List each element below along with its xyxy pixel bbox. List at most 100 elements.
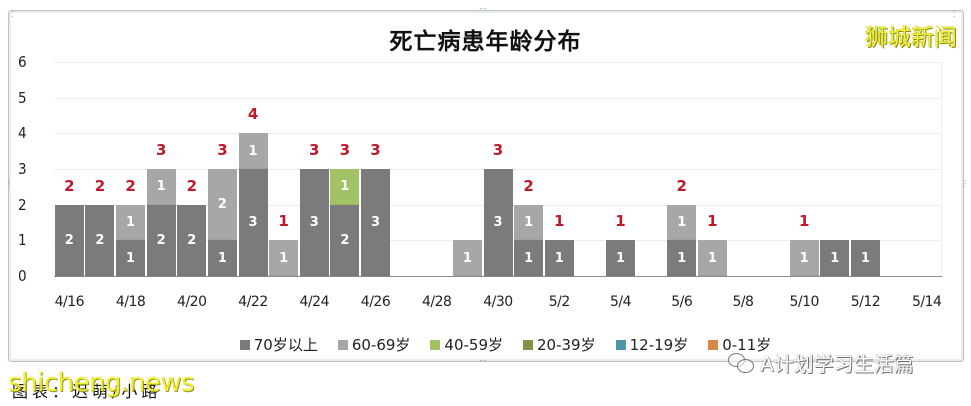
total-label: 2 <box>523 176 534 195</box>
bar-5-9[interactable] <box>759 62 788 276</box>
y-tick-label: 1 <box>18 231 27 250</box>
legend-item[interactable]: 40-59岁 <box>430 334 503 355</box>
x-axis-line <box>54 275 942 277</box>
bar-4-23[interactable]: 1 <box>269 62 299 276</box>
bar-segment: 1 <box>605 240 635 276</box>
bar-segment: 1 <box>667 204 697 241</box>
total-label: 2 <box>94 176 106 195</box>
bar-4-30[interactable]: 3 <box>483 62 513 276</box>
bar-5-3[interactable] <box>575 62 604 276</box>
bar-segment: 1 <box>116 204 146 241</box>
legend-item[interactable]: 70岁以上 <box>239 334 318 355</box>
bar-segment: 1 <box>544 240 574 276</box>
wechat-watermark: A计划学习生活篇 <box>728 348 914 377</box>
bar-5-11[interactable]: 1 <box>820 62 850 276</box>
x-tick-label: 5/4 <box>609 294 632 310</box>
bar-segment: 1 <box>146 169 176 205</box>
bar-segment: 3 <box>238 169 268 276</box>
bar-segment: 1 <box>820 240 850 276</box>
bar-5-14[interactable] <box>912 62 941 276</box>
bar-segment: 3 <box>299 169 329 276</box>
total-label: 3 <box>217 141 228 159</box>
resize-handle-top-left[interactable]: ⁚ <box>11 10 14 19</box>
bar-4-20[interactable]: 2 <box>177 62 207 276</box>
resize-handle-left[interactable]: ⋮ <box>5 179 13 188</box>
legend-item[interactable]: 60-69岁 <box>337 334 411 355</box>
legend-item[interactable]: 12-19岁 <box>615 334 689 355</box>
x-tick-label: 5/14 <box>911 294 942 310</box>
bar-5-12[interactable]: 1 <box>850 62 880 276</box>
bar-4-27[interactable] <box>392 62 421 276</box>
bar-segment: 3 <box>483 169 513 276</box>
total-label: 4 <box>247 105 259 124</box>
bar-5-4[interactable]: 1 <box>605 62 635 276</box>
wechat-icon <box>728 352 754 373</box>
bar-5-8[interactable] <box>728 62 757 276</box>
x-tick-label: 5/6 <box>671 294 693 310</box>
wechat-account-name: A计划学习生活篇 <box>760 352 914 376</box>
bar-5-2[interactable]: 1 <box>544 62 574 276</box>
bar-segment: 1 <box>667 240 697 276</box>
bar-segment: 1 <box>207 240 237 276</box>
bar-4-24[interactable]: 3 <box>299 62 329 276</box>
legend-swatch <box>337 339 348 350</box>
legend-label: 12-19岁 <box>629 336 689 354</box>
total-label: 2 <box>676 176 687 195</box>
resize-handle-top[interactable]: ⋯ <box>479 4 487 13</box>
plot-border <box>941 62 942 276</box>
bar-segment: 2 <box>146 204 176 276</box>
total-label: 3 <box>492 141 504 159</box>
legend-label: 40-59岁 <box>444 336 504 354</box>
bar-5-13[interactable] <box>882 62 911 276</box>
legend-swatch <box>708 339 719 350</box>
brand-logo-text: 狮城新闻 <box>865 25 957 51</box>
gridline <box>54 133 942 135</box>
resize-handle-right[interactable]: ⋮ <box>961 179 969 188</box>
legend-item[interactable]: 0-11岁 <box>708 334 771 355</box>
x-tick-label: 5/8 <box>732 294 754 310</box>
bar-segment: 1 <box>789 240 819 276</box>
resize-handle-bottom[interactable]: ⋯ <box>479 356 487 365</box>
bar-segment: 2 <box>54 204 84 276</box>
site-watermark: shicheng.news <box>8 368 195 398</box>
bar-5-10[interactable]: 1 <box>789 62 819 276</box>
bar-segment: 1 <box>514 204 544 241</box>
bar-4-16[interactable]: 2 <box>54 62 84 276</box>
total-label: 3 <box>370 141 381 159</box>
gridline <box>54 62 942 63</box>
bar-5-7[interactable]: 1 <box>697 62 727 276</box>
x-tick-label: 5/12 <box>850 294 881 310</box>
bar-4-29[interactable]: 1 <box>452 62 482 276</box>
legend-label: 60-69岁 <box>351 336 411 354</box>
x-tick-label: 4/26 <box>360 294 391 310</box>
bar-4-17[interactable]: 2 <box>85 62 115 276</box>
legend-label: 20-39岁 <box>537 336 596 354</box>
bar-4-26[interactable]: 3 <box>361 62 391 276</box>
x-tick-label: 4/20 <box>177 294 207 310</box>
y-tick-label: 0 <box>18 267 27 285</box>
resize-handle-top-right[interactable]: ⁚ <box>953 10 956 19</box>
bar-5-5[interactable] <box>637 62 666 276</box>
y-tick-label: 6 <box>18 53 27 71</box>
bar-segment: 2 <box>330 204 360 276</box>
total-label: 2 <box>186 176 197 195</box>
legend-item[interactable]: 20-39岁 <box>523 334 596 355</box>
bar-segment: 1 <box>238 133 268 169</box>
chart-caption: 图表：迟萌/小路 <box>12 382 162 401</box>
total-label: 2 <box>125 176 136 195</box>
total-label: 3 <box>155 141 167 159</box>
bar-4-28[interactable] <box>422 62 451 276</box>
y-tick-label: 5 <box>18 88 27 107</box>
x-tick-label: 4/24 <box>299 294 330 310</box>
bar-segment: 1 <box>116 240 146 276</box>
bar-segment: 2 <box>177 204 207 276</box>
bar-segment: 2 <box>85 204 115 276</box>
